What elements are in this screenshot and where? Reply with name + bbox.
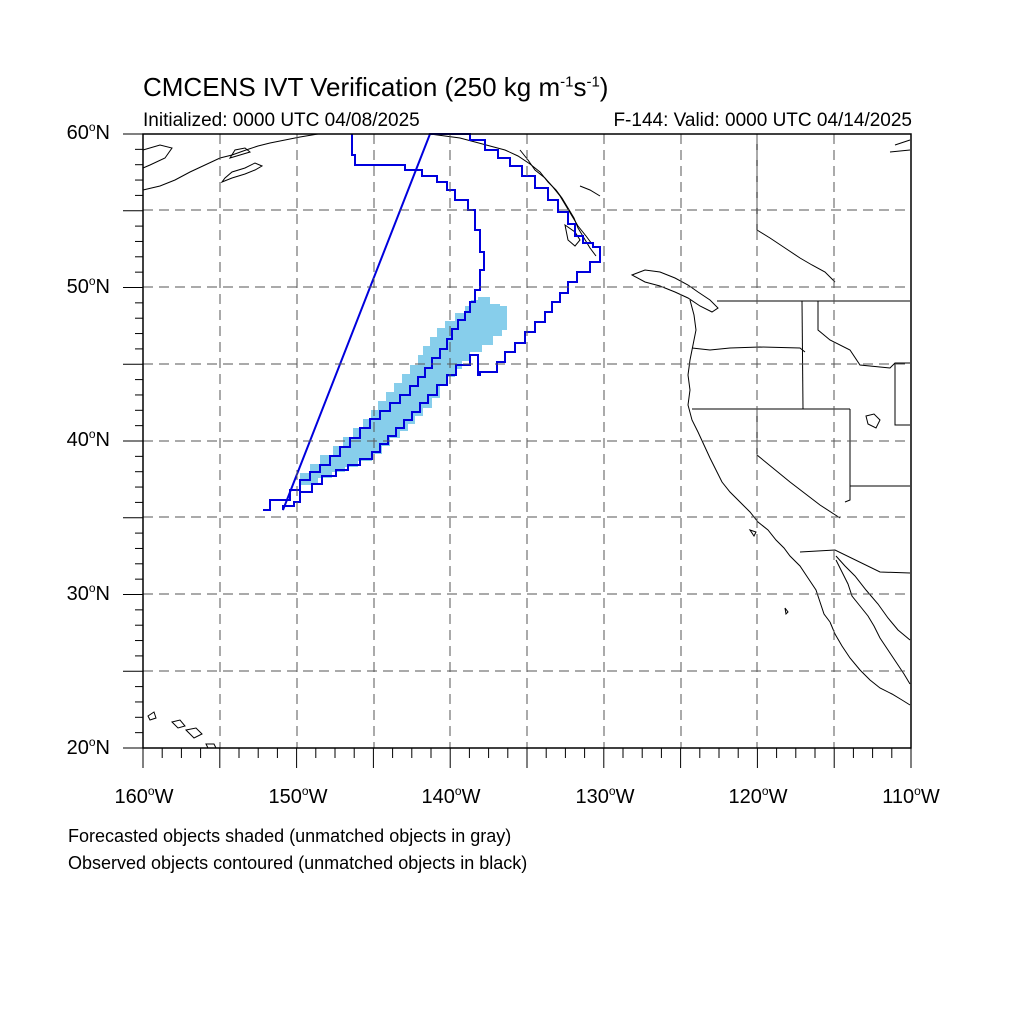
valid-time-label: F-144: Valid: 0000 UTC 04/14/2025 (613, 110, 912, 131)
lon-label-140: 140oW (421, 784, 481, 808)
coastlines (142, 133, 911, 749)
legend-forecast: Forecasted objects shaded (unmatched obj… (68, 826, 512, 846)
observed-contour (263, 133, 601, 511)
lon-label-120: 120oW (728, 784, 788, 808)
axis-ticks (123, 133, 912, 768)
init-time-label: Initialized: 0000 UTC 04/08/2025 (143, 110, 420, 131)
lon-label-130: 130oW (575, 784, 635, 808)
graticule (143, 134, 911, 748)
lat-label-60: 60oN (66, 120, 110, 144)
legend-observed: Observed objects contoured (unmatched ob… (68, 853, 528, 873)
lat-label-40: 40oN (66, 427, 110, 451)
lat-label-50: 50oN (66, 274, 110, 298)
map-title: CMCENS IVT Verification (250 kg m-1s-1) (143, 72, 609, 102)
lon-label-160: 160oW (114, 784, 174, 808)
lat-label-30: 30oN (66, 581, 110, 605)
lon-label-110: 110oW (882, 784, 940, 808)
lon-label-150: 150oW (268, 784, 328, 808)
lat-label-20: 20oN (66, 735, 110, 759)
